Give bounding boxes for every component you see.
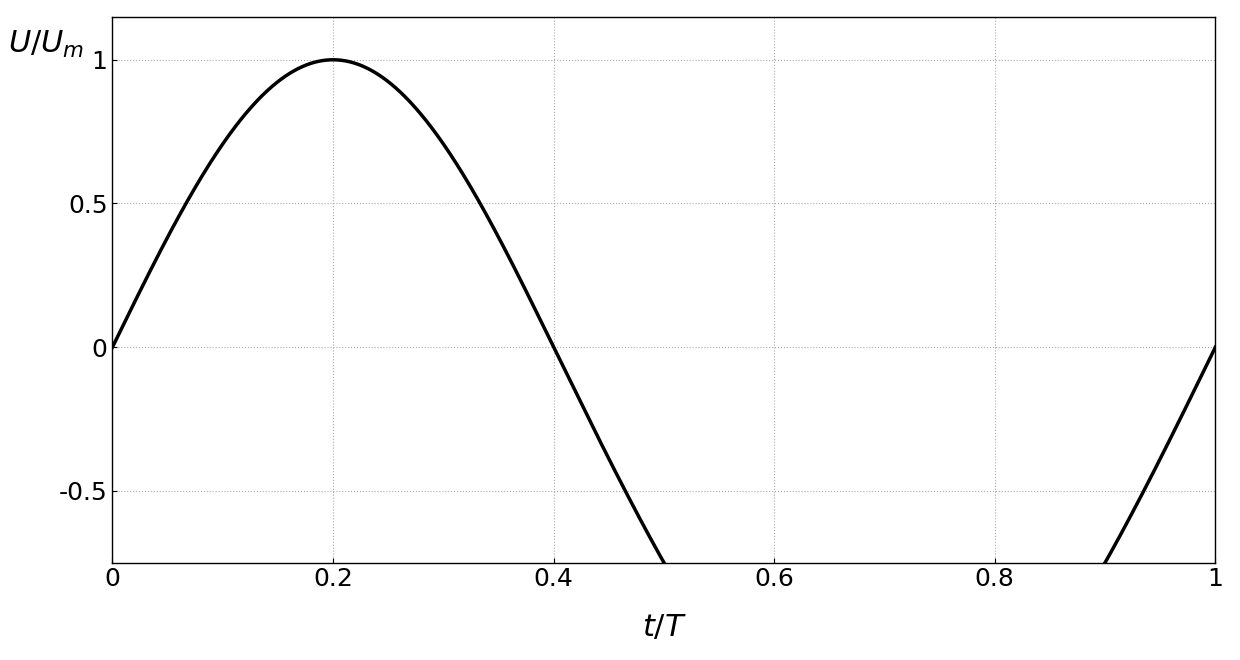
Y-axis label: $U/U_m$: $U/U_m$: [9, 29, 84, 60]
X-axis label: $t/T$: $t/T$: [641, 612, 687, 644]
